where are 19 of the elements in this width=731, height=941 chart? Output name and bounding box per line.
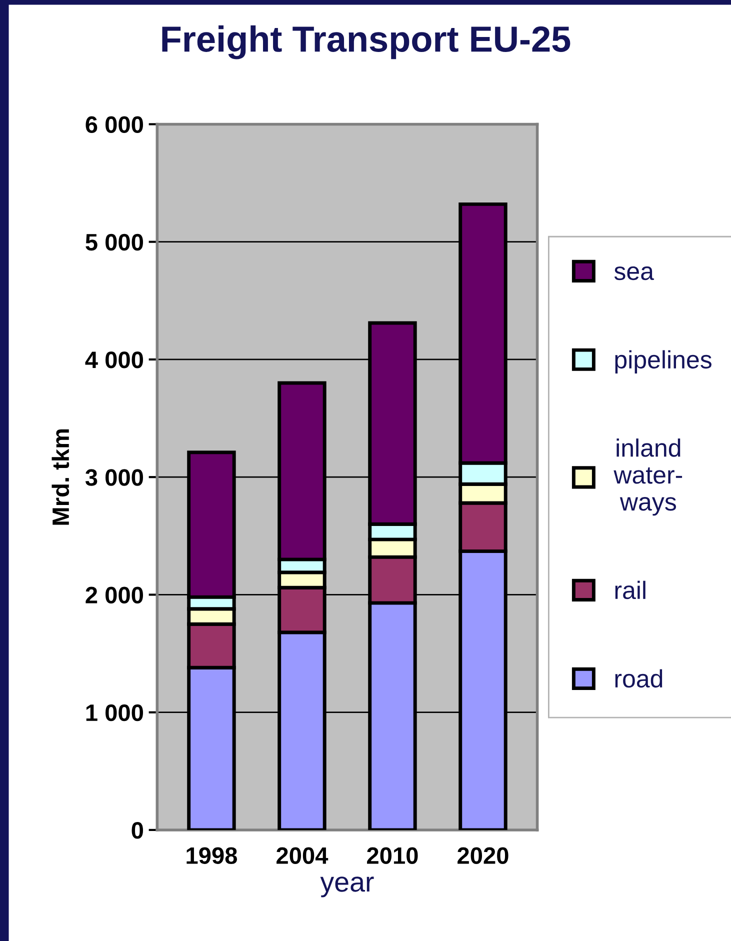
legend-label: road <box>615 669 662 688</box>
y-tick-label: 1 000 <box>86 704 144 722</box>
x-tick-label: 2010 <box>367 847 418 864</box>
x-axis-title: year <box>320 876 374 898</box>
legend-label: rail <box>615 580 646 600</box>
legend-label: pipelines <box>615 350 712 374</box>
chart-title: Freight Transport EU-25 <box>162 25 570 60</box>
x-tick-label: 1998 <box>186 847 238 864</box>
legend-label: inland water- ways <box>614 438 682 516</box>
y-tick-label: 6 000 <box>86 116 144 133</box>
y-tick-label: 3 000 <box>85 469 144 486</box>
y-tick-label: 5 000 <box>86 234 144 251</box>
legend-label: sea <box>614 266 654 280</box>
x-tick-label: 2004 <box>276 847 328 864</box>
y-tick-label: 4 000 <box>85 352 144 368</box>
y-axis-title: Mrd. tkm <box>52 429 70 525</box>
y-tick-label: 2 000 <box>86 586 144 604</box>
x-tick-label: 2020 <box>458 847 508 864</box>
y-tick-label: 0 <box>132 822 144 839</box>
